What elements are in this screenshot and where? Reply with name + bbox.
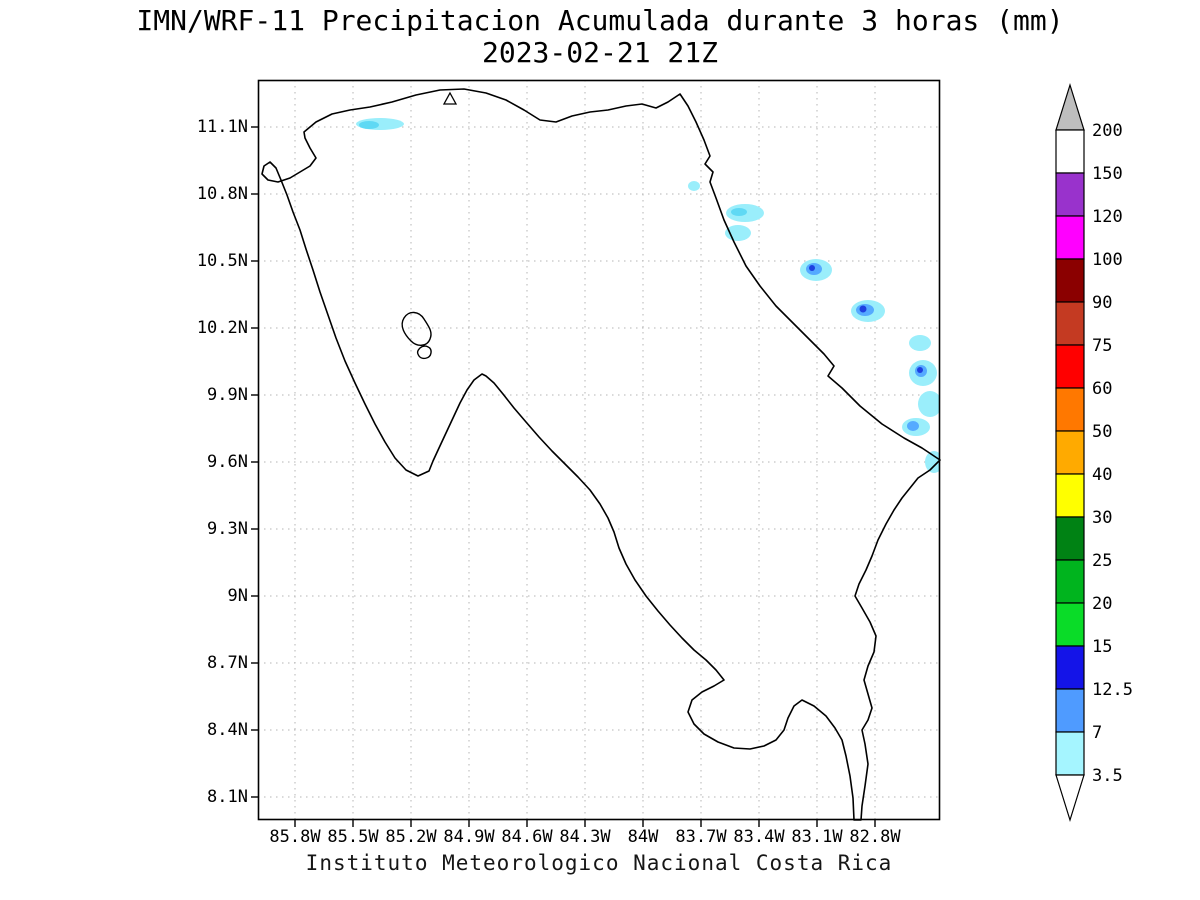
colorbar-segment [1055, 301, 1085, 346]
colorbar-segment [1055, 129, 1085, 174]
x-tick-label: 83.1W [791, 827, 843, 847]
colorbar-segment [1055, 731, 1085, 776]
x-tick-label: 83.4W [733, 827, 785, 847]
precip-core [731, 208, 747, 216]
precip-core [917, 367, 923, 373]
y-tick-label: 8.7N [207, 653, 248, 673]
y-tick-label: 9.9N [207, 385, 248, 405]
colorbar-segment [1055, 559, 1085, 604]
colorbar: 200 150 120 100 90 75 60 50 40 30 25 20 … [1055, 82, 1133, 823]
colorbar-tick-label: 200 [1092, 121, 1123, 141]
colorbar-segment [1055, 172, 1085, 217]
precip-core [809, 265, 815, 271]
colorbar-under-arrow [1055, 774, 1085, 823]
precip-core [859, 305, 867, 313]
lat-lon-grid [258, 80, 940, 820]
y-tick-label: 8.1N [207, 787, 248, 807]
precip-core [907, 421, 919, 431]
colorbar-tick-label: 120 [1092, 207, 1123, 227]
x-tick-label: 85.5W [327, 827, 379, 847]
y-tick-label: 8.4N [207, 720, 248, 740]
axis-tick-marks [251, 126, 876, 827]
colorbar-segment [1055, 258, 1085, 303]
chart-title: IMN/WRF-11 Precipitacion Acumulada duran… [136, 4, 1064, 37]
precip-patch [918, 391, 940, 417]
colorbar-tick-label: 30 [1092, 508, 1112, 528]
precip-patch [925, 451, 940, 473]
colorbar-segment [1055, 645, 1085, 690]
x-tick-label: 85.2W [385, 827, 437, 847]
chart-subtitle: 2023-02-21 21Z [481, 36, 718, 69]
source-caption: Instituto Meteorologico Nacional Costa R… [305, 851, 893, 875]
lake-contour-small [416, 345, 432, 360]
colorbar-tick-label: 75 [1092, 336, 1112, 356]
colorbar-segment [1055, 602, 1085, 647]
colorbar-tick-label: 150 [1092, 164, 1123, 184]
colorbar-segment [1055, 688, 1085, 733]
y-tick-label: 9.3N [207, 519, 248, 539]
colorbar-tick-label: 12.5 [1092, 680, 1133, 700]
colorbar-segment [1055, 430, 1085, 475]
colorbar-segment [1055, 387, 1085, 432]
colorbar-tick-label: 25 [1092, 551, 1112, 571]
y-tick-label: 9.6N [207, 452, 248, 472]
x-tick-label: 82.8W [849, 827, 901, 847]
precip-patch [909, 335, 931, 351]
precip-core [359, 121, 379, 129]
colorbar-tick-label: 50 [1092, 422, 1112, 442]
y-tick-label: 9N [227, 586, 248, 606]
precip-patch [725, 225, 751, 241]
colorbar-segment [1055, 344, 1085, 389]
colorbar-tick-label: 3.5 [1092, 766, 1123, 786]
lake-contour [401, 311, 432, 346]
colorbar-over-arrow [1055, 82, 1085, 131]
island-marker [442, 91, 458, 105]
x-tick-label: 84.9W [443, 827, 495, 847]
x-tick-label: 85.8W [269, 827, 321, 847]
precip-patch [688, 181, 700, 191]
colorbar-tick-label: 7 [1092, 723, 1102, 743]
colorbar-tick-label: 60 [1092, 379, 1112, 399]
costa-rica-coastline [261, 88, 941, 821]
y-tick-label: 10.5N [196, 251, 248, 271]
x-tick-label: 84.6W [501, 827, 553, 847]
colorbar-tick-label: 100 [1092, 250, 1123, 270]
precipitation-layer [356, 118, 940, 473]
colorbar-tick-label: 15 [1092, 637, 1112, 657]
map-plot-area [251, 79, 941, 827]
colorbar-tick-label: 40 [1092, 465, 1112, 485]
colorbar-segment [1055, 215, 1085, 260]
x-tick-label: 84W [627, 827, 659, 847]
map-frame [257, 79, 941, 821]
y-tick-label: 10.8N [196, 184, 248, 204]
colorbar-tick-label: 20 [1092, 594, 1112, 614]
x-tick-label: 84.3W [559, 827, 611, 847]
colorbar-tick-label: 90 [1092, 293, 1112, 313]
x-tick-label: 83.7W [675, 827, 727, 847]
colorbar-segment [1055, 473, 1085, 518]
y-tick-label: 11.1N [196, 117, 248, 137]
y-tick-label: 10.2N [196, 318, 248, 338]
colorbar-segment [1055, 516, 1085, 561]
